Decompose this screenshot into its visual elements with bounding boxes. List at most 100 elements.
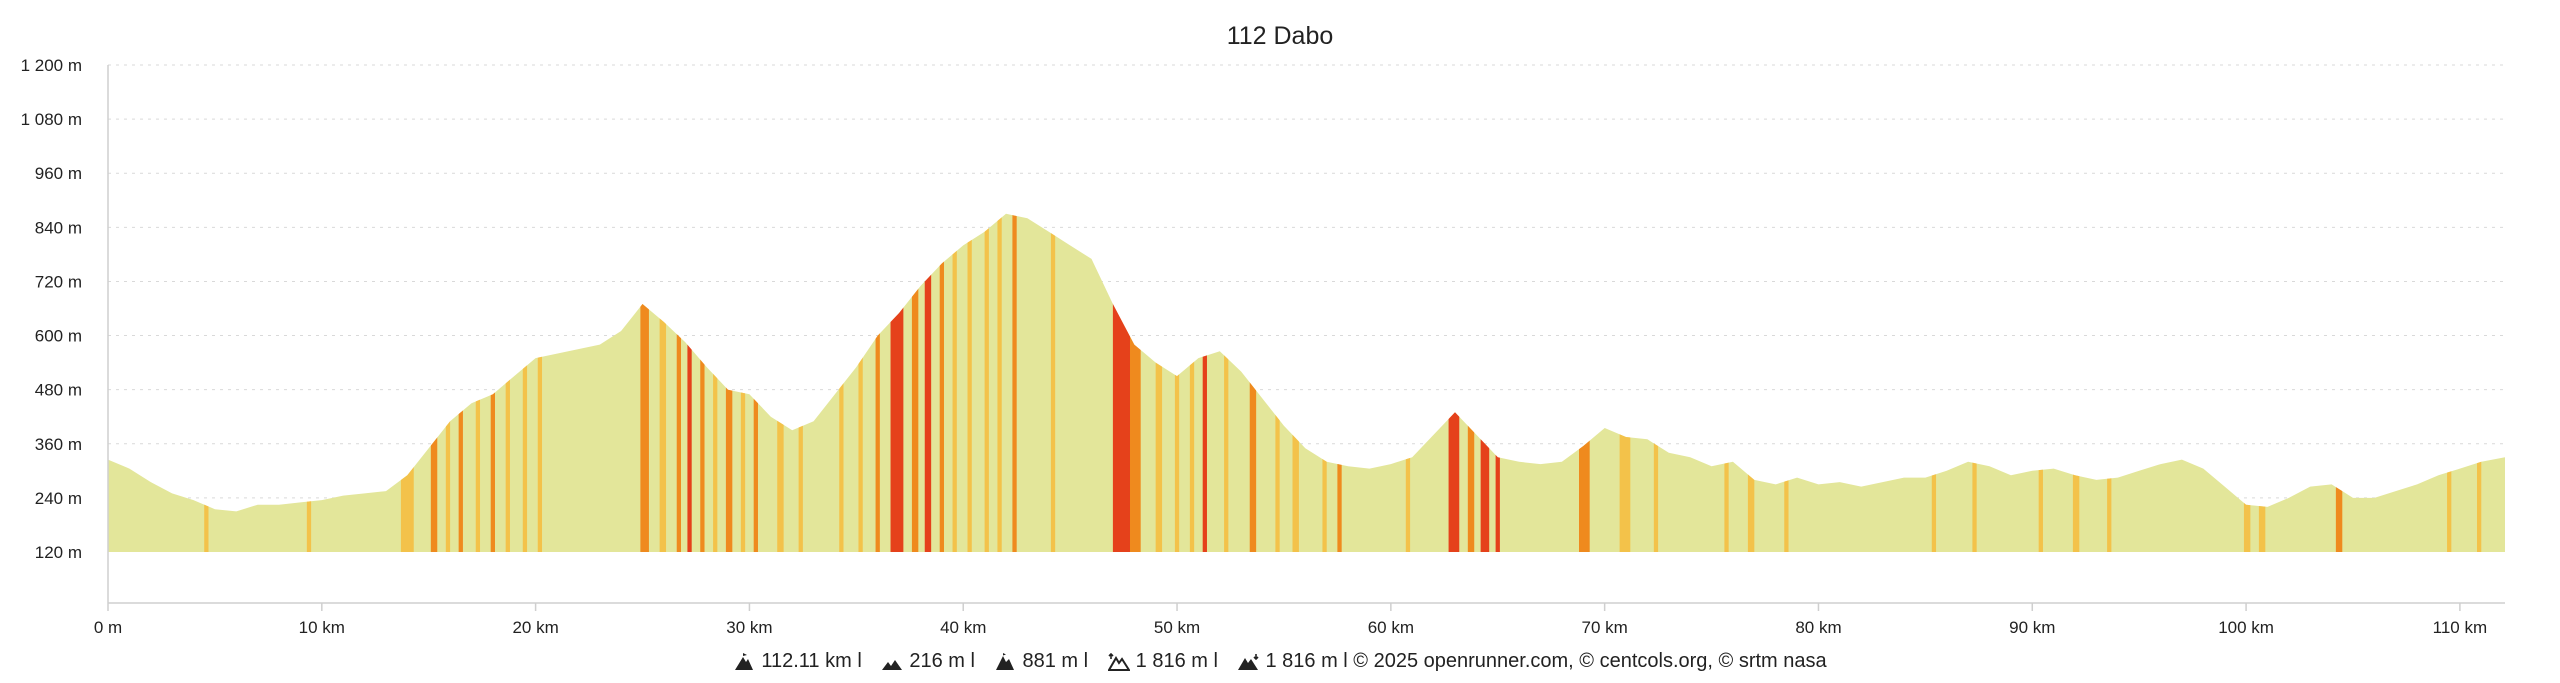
gradient-band	[2243, 213, 2251, 552]
ascent-mountain-icon	[1107, 652, 1130, 671]
gradient-band	[1012, 213, 1017, 552]
gradient-band	[1112, 213, 1131, 552]
gradient-band	[1619, 213, 1631, 552]
gradient-band	[713, 213, 718, 552]
gradient-band	[537, 213, 543, 552]
x-tick-label: 10 km	[299, 618, 345, 637]
gradient-band	[1174, 213, 1180, 552]
gradient-band	[1322, 213, 1327, 552]
gradient-band	[1130, 213, 1141, 552]
gradient-band	[659, 213, 667, 552]
gradient-band	[1653, 213, 1659, 552]
gradient-band	[430, 213, 438, 552]
gradient-band	[2258, 213, 2266, 552]
gradient-band	[1495, 213, 1500, 552]
gradient-band	[858, 213, 863, 552]
x-tick-label: 50 km	[1154, 618, 1200, 637]
gradient-band	[890, 213, 904, 552]
x-tick-label: 90 km	[2009, 618, 2055, 637]
y-tick-label: 120 m	[35, 543, 82, 562]
axis-lines	[107, 65, 2505, 604]
y-tick-label: 960 m	[35, 164, 82, 183]
gradient-band	[1405, 213, 1411, 552]
gradient-band	[924, 213, 932, 552]
gradient-band	[1480, 213, 1490, 552]
gradient-band	[952, 213, 957, 552]
gradient-band	[997, 213, 1002, 552]
gradient-band	[1249, 213, 1257, 552]
gradient-band	[400, 213, 414, 552]
x-tick-label: 80 km	[1795, 618, 1841, 637]
x-tick-label: 0 m	[94, 618, 122, 637]
gradient-band	[522, 213, 528, 552]
x-tick-label: 40 km	[940, 618, 986, 637]
gradient-band	[2107, 213, 2112, 552]
gradient-band	[1050, 213, 1056, 552]
gradient-band	[1189, 213, 1195, 552]
gradient-band	[687, 213, 692, 552]
gradient-band	[2335, 213, 2343, 552]
gradient-band	[490, 213, 495, 552]
elevation-chart: 112 Dabo 1 200 m 1 080 m 960 m 840 m 720 m 60…	[21, 22, 2505, 637]
gradient-band	[839, 213, 844, 552]
high-peak-icon	[996, 652, 1015, 670]
gradient-band	[1578, 213, 1590, 552]
gradient-band	[777, 213, 784, 552]
gradient-band	[725, 213, 733, 552]
x-axis: 0 m 10 km 20 km 30 km 40 km 50 km 60 km 70 km 80…	[94, 603, 2487, 637]
y-tick-label: 720 m	[35, 272, 82, 291]
gradient-band	[939, 213, 944, 552]
x-tick-label: 30 km	[726, 618, 772, 637]
chart-title: 112 Dabo	[1227, 22, 1334, 50]
gradient-band	[700, 213, 705, 552]
gradient-band	[1155, 213, 1163, 552]
mountain-peak-icon	[735, 652, 754, 670]
max-altitude-value: 881 m	[1022, 650, 1079, 673]
descent-mountain-icon	[1238, 653, 1260, 670]
credits-text: © 2025 openrunner.com, © centcols.org, ©…	[1353, 650, 1827, 673]
gradient-band	[1292, 213, 1299, 552]
gradient-band	[967, 213, 972, 552]
y-tick-label: 1 200 m	[21, 56, 82, 75]
gradient-band	[798, 213, 803, 552]
x-tick-label: 20 km	[512, 618, 558, 637]
y-tick-label: 600 m	[35, 327, 82, 346]
gradient-band	[1972, 213, 1977, 552]
gradient-band	[1747, 213, 1755, 552]
gradient-band	[911, 213, 919, 552]
gradient-band	[740, 213, 746, 552]
gradient-band	[1275, 213, 1280, 552]
gradient-band	[445, 213, 451, 552]
descent-value: 1 816 m	[1265, 650, 1338, 673]
gradient-band	[1931, 213, 1937, 552]
gradient-band	[2072, 213, 2080, 552]
y-tick-label: 240 m	[35, 489, 82, 508]
ascent-value: 1 816 m	[1135, 650, 1208, 673]
gradient-band	[1448, 213, 1460, 552]
gradient-band	[306, 213, 312, 552]
low-hills-icon	[882, 659, 903, 670]
y-tick-label: 840 m	[35, 218, 82, 237]
min-altitude-value: 216 m	[909, 650, 965, 673]
gradient-band	[1337, 213, 1342, 552]
gradient-band	[2038, 213, 2043, 552]
y-tick-label: 480 m	[35, 381, 82, 400]
x-tick-label: 110 km	[2433, 618, 2488, 637]
gradient-band	[1202, 213, 1207, 552]
y-axis: 1 200 m 1 080 m 960 m 840 m 720 m 600 m 480 m 3…	[21, 56, 82, 562]
route-summary: 112.11 km l 216 m l 881 m l 1 816 m l 1 …	[0, 650, 2560, 673]
gradient-band	[875, 213, 880, 552]
gradient-band	[475, 213, 481, 552]
y-tick-label: 360 m	[35, 435, 82, 454]
gradient-band	[640, 213, 649, 552]
gradient-band	[1224, 213, 1229, 552]
gradient-band	[204, 213, 209, 552]
gradient-band	[1784, 213, 1789, 552]
x-tick-label: 100 km	[2218, 618, 2274, 637]
elevation-area	[108, 213, 2505, 553]
gradient-band	[458, 213, 463, 552]
y-tick-label: 1 080 m	[21, 110, 82, 129]
x-tick-label: 70 km	[1582, 618, 1628, 637]
gradient-band	[676, 213, 682, 552]
gradient-band	[505, 213, 510, 552]
